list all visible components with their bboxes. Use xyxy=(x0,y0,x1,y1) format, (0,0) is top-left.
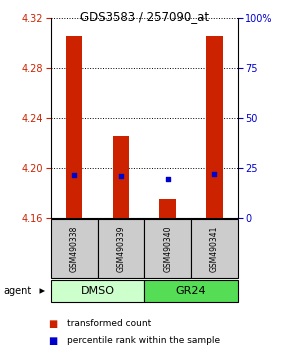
Text: DMSO: DMSO xyxy=(81,286,115,296)
Bar xyxy=(191,219,238,278)
Text: GSM490338: GSM490338 xyxy=(70,225,79,272)
Text: transformed count: transformed count xyxy=(67,319,151,329)
Text: GSM490341: GSM490341 xyxy=(210,225,219,272)
Bar xyxy=(206,36,223,218)
Text: agent: agent xyxy=(3,286,31,296)
Bar xyxy=(144,219,191,278)
Bar xyxy=(144,280,238,302)
Bar xyxy=(66,36,82,218)
Point xyxy=(72,172,77,178)
Text: ■: ■ xyxy=(48,336,57,346)
Point xyxy=(165,176,170,182)
Text: GR24: GR24 xyxy=(176,286,206,296)
Point xyxy=(119,173,123,179)
Text: GDS3583 / 257090_at: GDS3583 / 257090_at xyxy=(80,10,210,23)
Text: percentile rank within the sample: percentile rank within the sample xyxy=(67,336,220,345)
Bar xyxy=(51,219,97,278)
Text: GSM490340: GSM490340 xyxy=(163,225,172,272)
Point xyxy=(212,171,217,177)
Text: GSM490339: GSM490339 xyxy=(116,225,125,272)
Text: ■: ■ xyxy=(48,319,57,329)
Bar xyxy=(113,136,129,218)
Bar xyxy=(97,219,144,278)
Bar xyxy=(160,199,176,218)
Bar xyxy=(51,280,144,302)
